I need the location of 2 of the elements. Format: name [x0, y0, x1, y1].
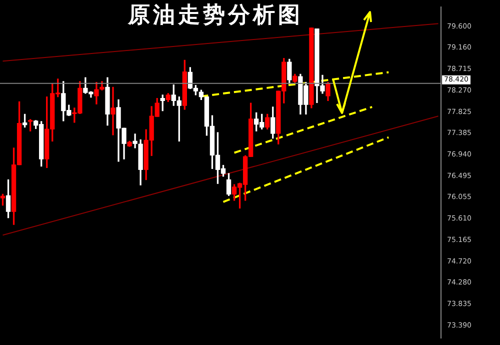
candlestick — [110, 86, 116, 136]
chart-title: 原油走势分析图 — [128, 2, 303, 30]
